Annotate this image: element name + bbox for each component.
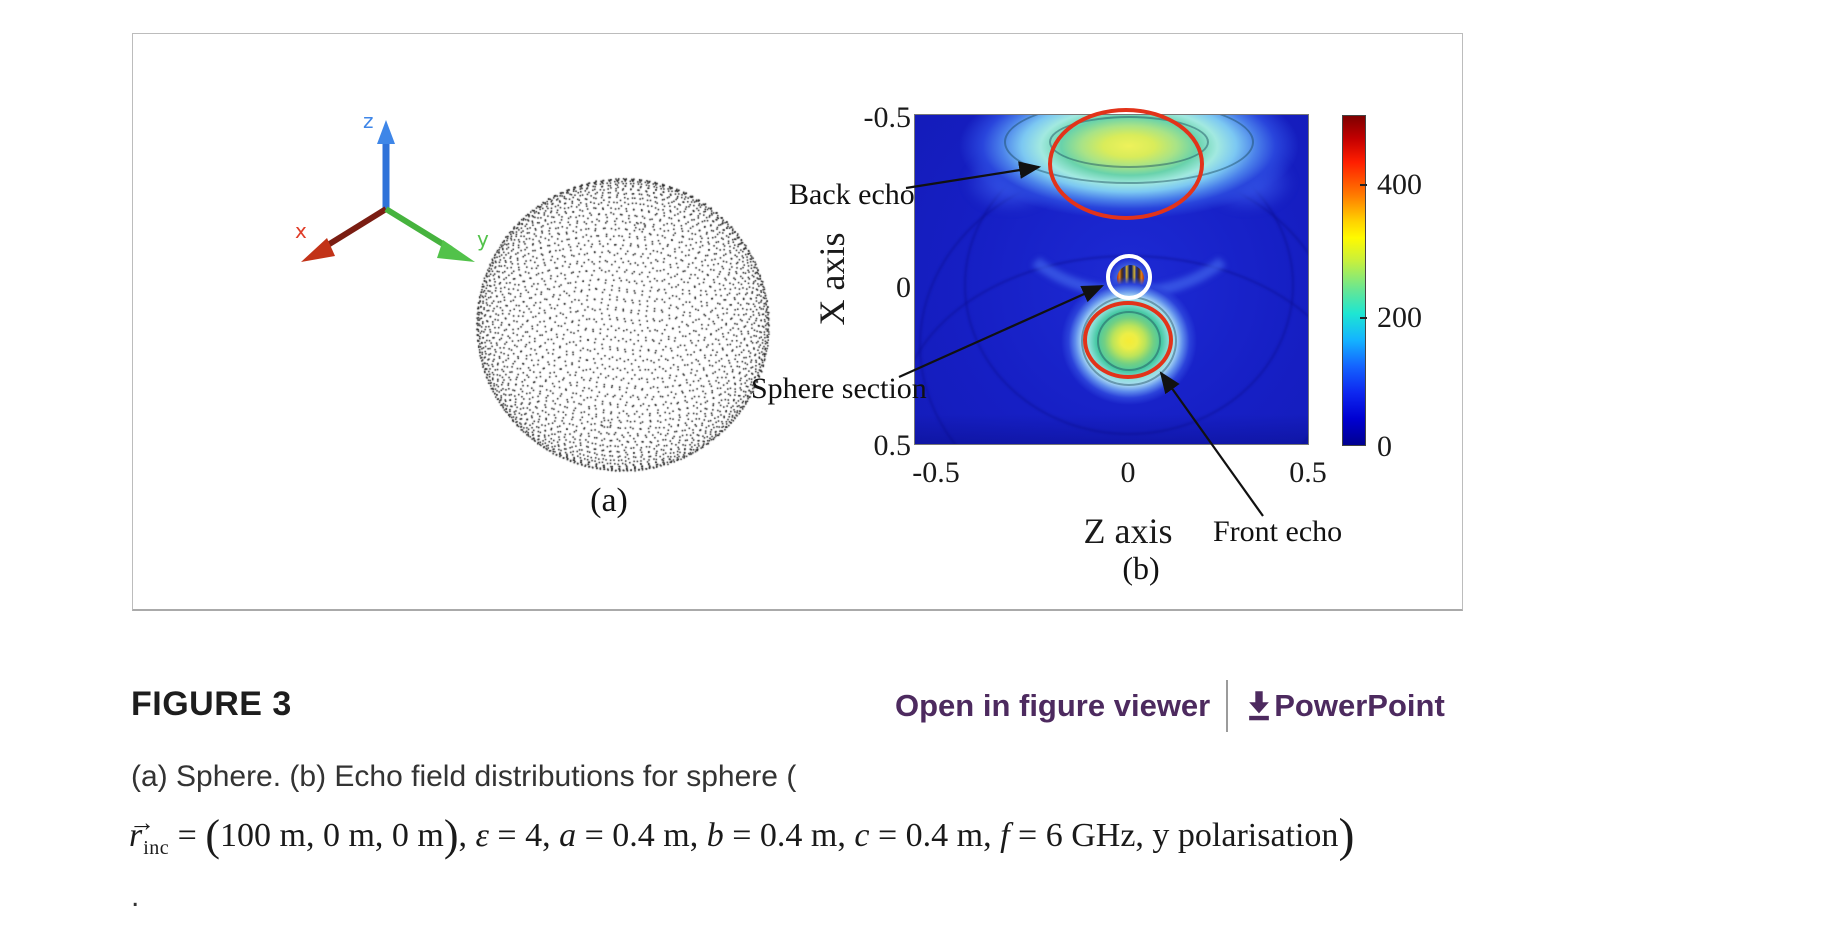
x-axis-label: x xyxy=(295,219,307,243)
back-echo-red-circle xyxy=(1048,108,1204,220)
colorbar-label-0: 0 xyxy=(1377,430,1392,464)
math-open-paren: ( xyxy=(205,811,220,860)
panel-a-label: (a) xyxy=(573,482,645,520)
front-echo-annotation: Front echo xyxy=(1213,515,1342,549)
z-axis-arrowhead xyxy=(377,120,395,144)
math-b-value: = 0.4 m, xyxy=(724,817,855,854)
coordinate-axes-triad: z x y xyxy=(283,96,493,271)
x-tick-right: 0.5 xyxy=(1268,456,1348,490)
math-epsilon-value: = 4, xyxy=(489,817,559,854)
powerpoint-download-link[interactable]: PowerPoint xyxy=(1244,688,1445,724)
colorbar-label-200: 200 xyxy=(1377,301,1422,335)
x-axis-arrow xyxy=(323,209,386,248)
math-f: f xyxy=(1000,817,1009,854)
y-axis-arrowhead xyxy=(437,240,475,262)
x-tick-left: -0.5 xyxy=(896,456,976,490)
front-echo-red-circle xyxy=(1083,301,1173,379)
y-tick-top: -0.5 xyxy=(846,101,911,135)
caption-period: . xyxy=(131,880,139,914)
y-axis-arrow xyxy=(386,209,451,249)
math-a: a xyxy=(559,817,576,854)
math-comma: , xyxy=(459,817,476,854)
back-echo-annotation: Back echo xyxy=(789,178,915,212)
links-divider xyxy=(1226,680,1228,732)
math-close-paren: ) xyxy=(444,811,459,860)
sphere-section-white-circle xyxy=(1106,254,1152,300)
open-in-figure-viewer-link[interactable]: Open in figure viewer xyxy=(895,688,1210,724)
heatmap-xlabel: Z axis xyxy=(1048,510,1208,552)
colorbar-tick xyxy=(1360,317,1367,319)
powerpoint-label: PowerPoint xyxy=(1274,688,1445,724)
math-f-value: = 6 GHz, y polarisation xyxy=(1010,817,1339,854)
caption-formula: → rinc = (100 m, 0 m, 0 m), ε = 4, a = 0.… xyxy=(129,806,1354,878)
r-inc-vector: → r xyxy=(129,817,143,854)
edge-shade xyxy=(915,414,1308,444)
panel-b-label: (b) xyxy=(1101,550,1181,587)
figure-frame: z x y (a) -0.5 0 xyxy=(132,33,1463,611)
math-c-value: = 0.4 m, xyxy=(869,817,1000,854)
colorbar-tick xyxy=(1360,184,1367,186)
math-epsilon: ε xyxy=(476,817,489,854)
caption-text: (a) Sphere. (b) Echo field distributions… xyxy=(131,758,796,796)
article-figure-page: z x y (a) -0.5 0 xyxy=(0,0,1835,933)
heatmap-ylabel: X axis xyxy=(811,199,851,359)
math-close-paren-big: ) xyxy=(1338,809,1354,862)
vector-arrow: → xyxy=(129,793,155,853)
math-eq: = xyxy=(169,817,205,854)
z-axis-label: z xyxy=(363,109,374,133)
math-c: c xyxy=(854,817,869,854)
download-icon xyxy=(1244,690,1274,722)
colorbar xyxy=(1342,115,1366,446)
math-coords: 100 m, 0 m, 0 m xyxy=(220,817,444,854)
sphere-section-annotation: Sphere section xyxy=(751,372,927,406)
math-b: b xyxy=(707,817,724,854)
figure-links: Open in figure viewer PowerPoint xyxy=(895,680,1445,732)
x-tick-mid: 0 xyxy=(1088,456,1168,490)
colorbar-label-400: 400 xyxy=(1377,168,1422,202)
figure-number-heading: FIGURE 3 xyxy=(131,685,292,724)
open-in-figure-viewer-label: Open in figure viewer xyxy=(895,688,1210,724)
sphere-dot-cloud xyxy=(475,177,771,473)
y-tick-mid: 0 xyxy=(846,271,911,305)
math-a-value: = 0.4 m, xyxy=(576,817,707,854)
